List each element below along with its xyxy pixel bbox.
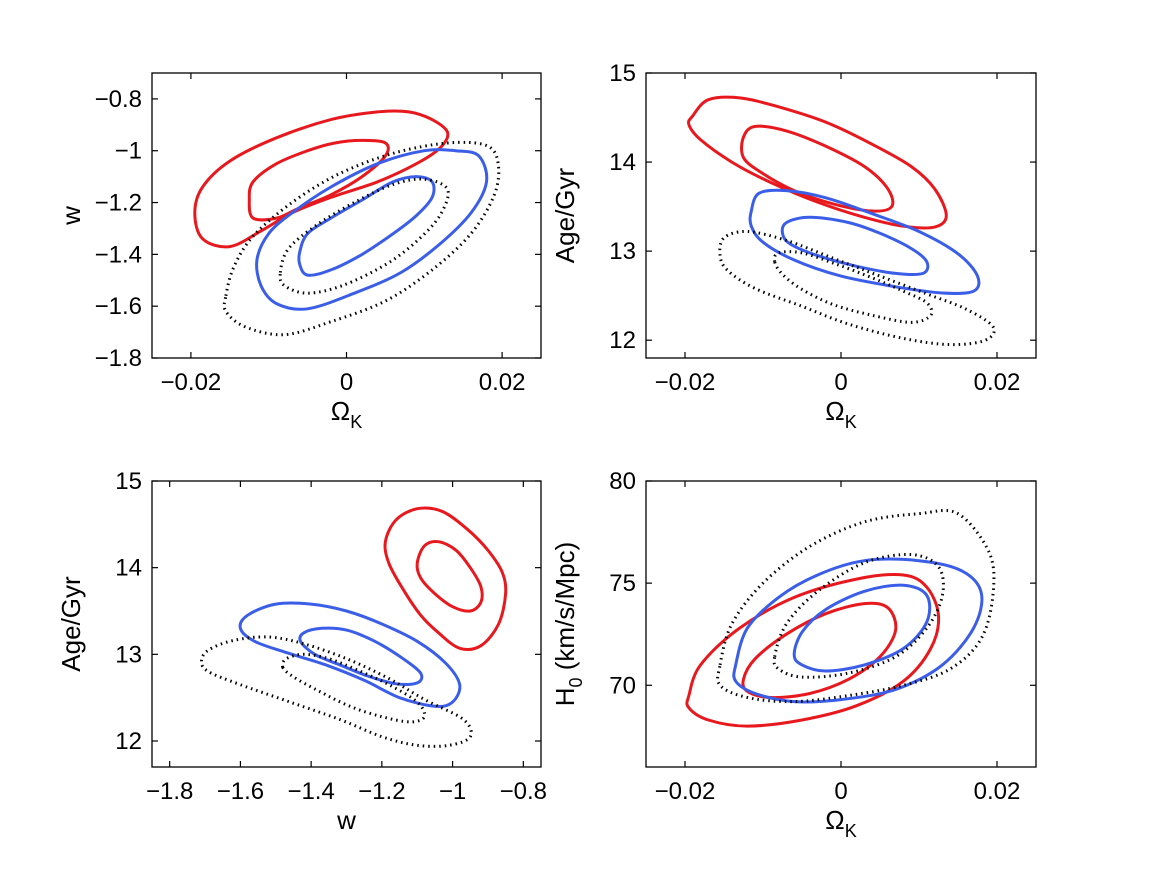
- y-axis-label: H0 (km/s/Mpc): [550, 542, 586, 707]
- x-axis-label: ΩK: [331, 396, 362, 432]
- contour-group: [686, 95, 996, 347]
- contour-black-68pct: [772, 552, 945, 679]
- x-tick-label: −0.02: [655, 369, 716, 396]
- axes-box: [151, 480, 542, 768]
- y-tick-label: 12: [609, 327, 636, 354]
- x-axis-label: w: [336, 805, 356, 835]
- contour-red-95pct: [686, 95, 948, 230]
- x-tick-label: 0.02: [479, 369, 526, 396]
- x-tick-label: −0.8: [500, 778, 547, 805]
- x-tick-label: −0.02: [161, 369, 222, 396]
- contour-group: [200, 506, 508, 748]
- x-tick-label: 0: [340, 369, 353, 396]
- x-tick-label: −0.02: [655, 778, 716, 805]
- y-tick-label: 15: [115, 468, 142, 495]
- x-tick-label: 0: [834, 369, 847, 396]
- x-tick-label: −1: [439, 778, 466, 805]
- y-tick-label: 13: [609, 238, 636, 265]
- panel-bottom-left: −1.8 −1.6 −1.4 −1.2 −1 −0.8 12 13 14 15 w Age/Gyr: [56, 468, 547, 835]
- x-tick-label: 0.02: [974, 369, 1021, 396]
- y-tick-label: 14: [115, 555, 142, 582]
- panel-top-left: −0.02 0 0.02 −1.8 −1.6 −1.4 −1.2 −1 −0.8 ΩK w: [56, 72, 542, 432]
- axes-box: [645, 72, 1037, 359]
- contour-blue-95pct: [748, 188, 981, 295]
- y-axis-label: w: [56, 206, 86, 226]
- y-tick-label: 13: [115, 641, 142, 668]
- y-tick-label: −1.2: [95, 190, 142, 217]
- x-axis-label: ΩK: [825, 805, 856, 841]
- y-tick-label: 12: [115, 728, 142, 755]
- contour-blue-95pct: [732, 557, 984, 704]
- x-tick-label: 0.02: [974, 778, 1021, 805]
- x-axis-label: ΩK: [825, 396, 856, 432]
- axes-box: [645, 480, 1037, 768]
- x-tick-label: −1.2: [358, 778, 405, 805]
- y-tick-label: 75: [609, 570, 636, 597]
- contour-black-95pct: [718, 229, 996, 347]
- y-tick-label: −1.8: [95, 345, 142, 372]
- x-tick-label: −1.8: [146, 778, 193, 805]
- contour-group: [685, 508, 996, 728]
- contour-red-68pct: [741, 601, 898, 700]
- contour-black-68pct: [772, 250, 934, 324]
- panel-bottom-right: −0.02 0 0.02 70 75 80 ΩK H0 (km/s/Mpc): [550, 468, 1037, 841]
- y-tick-label: 14: [609, 149, 636, 176]
- y-tick-label: −1: [115, 138, 142, 165]
- x-tick-label: 0: [834, 778, 847, 805]
- y-axis-label: Age/Gyr: [550, 167, 580, 263]
- contour-red-68pct: [247, 138, 390, 222]
- contour-blue-95pct: [238, 601, 462, 708]
- contour-blue-68pct: [297, 175, 436, 277]
- contour-blue-68pct: [792, 583, 932, 673]
- y-tick-label: 80: [609, 468, 636, 495]
- contour-red-68pct: [415, 540, 484, 613]
- y-axis-label: Age/Gyr: [56, 576, 86, 672]
- contour-red-95pct: [685, 573, 941, 728]
- contour-blue-68pct: [780, 215, 930, 277]
- x-tick-label: −1.6: [217, 778, 264, 805]
- contour-red-68pct: [740, 124, 895, 213]
- y-tick-label: 70: [609, 672, 636, 699]
- y-tick-label: −0.8: [95, 86, 142, 113]
- contour-black-95pct: [200, 635, 473, 748]
- y-tick-label: 15: [609, 60, 636, 87]
- contour-red-95pct: [193, 109, 450, 249]
- y-tick-label: −1.4: [95, 241, 142, 268]
- contour-blue-95pct: [255, 148, 489, 311]
- contour-group: [193, 109, 501, 337]
- contour-blue-68pct: [298, 626, 424, 687]
- y-tick-label: −1.6: [95, 293, 142, 320]
- contour-black-95pct: [716, 508, 996, 704]
- panel-top-right: −0.02 0 0.02 12 13 14 15 ΩK Age/Gyr: [550, 60, 1037, 432]
- contour-red-95pct: [383, 506, 508, 651]
- x-tick-label: −1.4: [287, 778, 334, 805]
